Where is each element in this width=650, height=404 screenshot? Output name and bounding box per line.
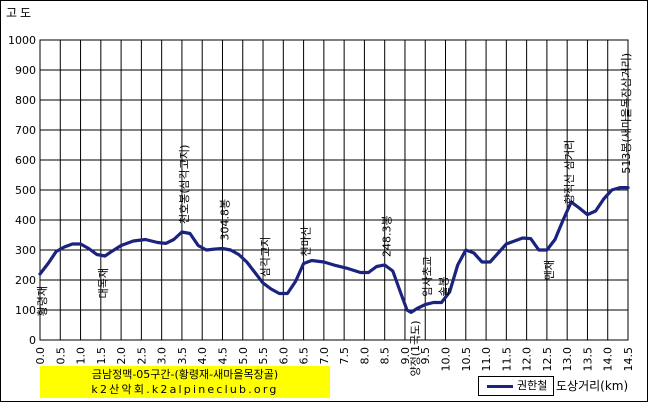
x-tick-label: 4.0 [196,347,209,365]
annotation-label: 304.8봉 [218,199,231,241]
x-tick-label: 2.5 [135,347,148,365]
route-caption: 금남정맥-05구간-(황령재-새마을목장골) k2산악회.k2alpineclu… [40,366,330,398]
y-tick-label: 200 [15,274,36,287]
annotation-label: 양정(1국도) [409,320,422,376]
annotation-label: 향적산 삼거리 [563,140,576,204]
x-tick-label: 5.5 [257,347,270,365]
y-tick-label: 500 [15,184,36,197]
x-tick-label: 14.5 [622,347,635,372]
y-tick-label: 1000 [8,34,36,47]
y-tick-label: 300 [15,244,36,257]
annotation-label: 천마산 [299,226,313,256]
annotation-label: 황령재 [36,286,49,316]
x-tick-label: 12.0 [521,347,534,372]
series-line [38,186,630,314]
caption-site: k2산악회.k2alpineclub.org [91,383,279,396]
x-axis-label: 도상거리(km) [556,379,629,393]
x-tick-label: 9.5 [419,347,432,365]
y-tick-label: 600 [15,154,36,167]
x-tick-label: 3.0 [156,347,169,365]
caption-route: 금남정맥-05구간-(황령재-새마을목장골) [91,368,279,381]
x-tick-label: 5.0 [237,347,250,365]
x-tick-label: 14.0 [602,347,615,372]
x-tick-label: 3.5 [176,347,189,365]
x-tick-label: 13.0 [561,347,574,372]
annotation-label: 대목재 [97,268,110,298]
legend-swatch [487,385,513,388]
x-tick-label: 10.0 [440,347,453,372]
x-tick-label: 11.0 [480,347,493,372]
x-tick-label: 6.0 [277,347,290,365]
x-tick-label: 7.5 [338,347,351,365]
annotation-label: 엄사초교 [421,256,434,296]
x-tick-label: 12.5 [541,347,554,372]
y-tick-label: 900 [15,64,36,77]
x-tick-label: 1.0 [75,347,88,365]
annotation-label: 멘재 [543,260,556,280]
x-tick-label: 13.5 [581,347,594,372]
y-axis-label: 고도 [6,6,34,20]
x-tick-label: 9.0 [399,347,412,365]
y-tick-label: 0 [29,334,36,347]
y-tick-label: 100 [15,304,36,317]
annotation-label: 삼각고지 [259,237,272,277]
x-tick-label: 4.5 [216,347,229,365]
y-tick-label: 700 [15,124,36,137]
y-tick-label: 400 [15,214,36,227]
annotation-label: 513봉(새마을목장삼거리) [620,53,633,174]
annotation-label: 248.3봉 [381,215,394,257]
annotation-label: 솔봉 [438,276,451,296]
x-tick-label: 0.0 [34,347,47,365]
x-tick-label: 6.5 [298,347,311,365]
x-tick-label: 0.5 [54,347,67,365]
grid-lines [39,39,629,341]
x-tick-label: 1.5 [95,347,108,365]
y-axis-ticks: 0 100 200 300 400 500 600 700 800 900 1000 [8,34,36,347]
y-tick-label: 800 [15,94,36,107]
annotation-label: 천호봉(삼각고지) [177,145,191,224]
x-tick-label: 8.5 [379,347,392,365]
x-tick-label: 11.5 [500,347,513,372]
x-axis-ticks: 0.0 0.5 1.0 1.5 2.0 2.5 3.0 3.5 4.0 4.5 5.0 5.5 6.0 6… [34,347,635,372]
legend: 권한철 [478,376,554,396]
x-tick-label: 7.0 [318,347,331,365]
x-tick-label: 10.5 [460,347,473,372]
legend-label: 권한철 [517,379,548,392]
x-tick-label: 2.0 [115,347,128,365]
x-tick-label: 8.0 [358,347,371,365]
